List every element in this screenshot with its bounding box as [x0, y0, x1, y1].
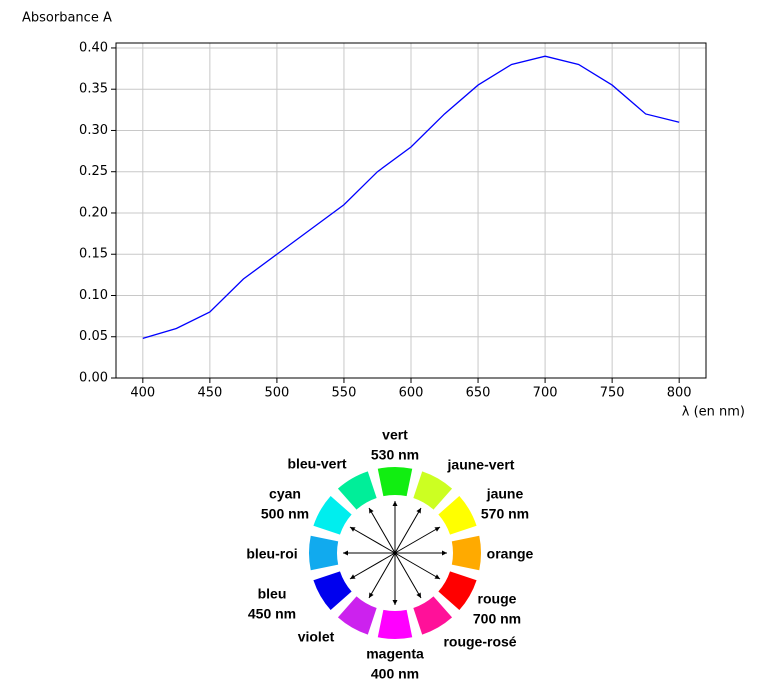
wheel-segment — [438, 495, 477, 535]
wheel-label: jaune-vert — [447, 457, 515, 473]
wheel-segment — [309, 535, 339, 571]
wheel-segment — [337, 471, 377, 510]
y-tick-label: 0.15 — [79, 247, 108, 262]
wheel-label: bleu — [258, 586, 287, 602]
y-tick-label: 0.35 — [79, 82, 108, 97]
wheel-label: orange — [487, 546, 534, 562]
data-line — [142, 55, 680, 340]
wheel-label: rouge — [478, 591, 517, 607]
wheel-arrow — [394, 526, 441, 554]
y-tick-label: 0.40 — [79, 40, 108, 55]
wheel-arrow — [368, 552, 396, 599]
wheel-label: jaune — [486, 486, 524, 502]
wheel-label: bleu-vert — [287, 456, 346, 472]
wheel-segment — [377, 609, 413, 639]
x-tick-label: 650 — [466, 386, 491, 401]
x-tick-label: 700 — [533, 386, 558, 401]
wheel-label: 570 nm — [481, 506, 529, 522]
x-tick-label: 800 — [667, 386, 692, 401]
wheel-label: bleu-roi — [246, 546, 297, 562]
wheel-segment — [337, 596, 377, 635]
wheel-segment — [438, 571, 477, 611]
wheel-segment — [313, 495, 352, 535]
wheel-segment — [451, 535, 481, 571]
wheel-label: 700 nm — [473, 611, 521, 627]
x-axis-label: λ (en nm) — [682, 405, 745, 420]
wheel-label: vert — [382, 427, 408, 443]
wheel-segment — [413, 471, 453, 510]
x-tick-label: 450 — [197, 386, 222, 401]
wheel-segment — [413, 596, 453, 635]
wheel-arrow — [394, 552, 422, 599]
x-tick-label: 600 — [399, 386, 424, 401]
y-tick-label: 0.25 — [79, 164, 108, 179]
wheel-arrow — [368, 507, 396, 554]
plot-frame — [115, 42, 707, 379]
wheel-label: 530 nm — [371, 447, 419, 463]
x-tick-label: 750 — [600, 386, 625, 401]
y-axis-label: Absorbance A — [22, 11, 112, 26]
y-tick-label: 0.00 — [79, 371, 108, 386]
wheel-segment — [313, 571, 352, 611]
wheel-label: cyan — [269, 486, 301, 502]
y-tick-label: 0.05 — [79, 329, 108, 344]
wheel-arrow — [349, 526, 396, 554]
wheel-arrow — [349, 552, 396, 580]
wheel-label: 450 nm — [248, 606, 296, 622]
wheel-label: magenta — [366, 646, 424, 662]
wheel-arrow — [394, 552, 441, 580]
wheel-label: violet — [298, 629, 335, 645]
y-tick-label: 0.30 — [79, 123, 108, 138]
wheel-label: 500 nm — [261, 506, 309, 522]
x-tick-label: 400 — [130, 386, 155, 401]
wheel-label: 400 nm — [371, 666, 419, 682]
y-tick-label: 0.10 — [79, 288, 108, 303]
y-tick-label: 0.20 — [79, 205, 108, 220]
x-tick-label: 500 — [264, 386, 289, 401]
wheel-segment — [377, 467, 413, 497]
x-tick-label: 550 — [332, 386, 357, 401]
wheel-label: rouge-rosé — [443, 634, 516, 650]
wheel-arrow — [394, 507, 422, 554]
